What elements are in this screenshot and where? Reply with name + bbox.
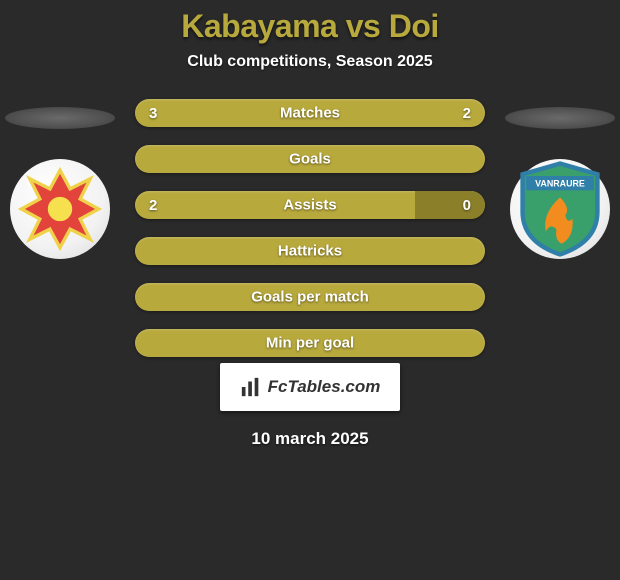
bar-label: Hattricks [278, 243, 342, 260]
team-badge-right: VANRAURE [510, 159, 610, 259]
footer-date: 10 march 2025 [251, 429, 368, 449]
bar-right-value: 2 [463, 105, 471, 122]
stat-bar: 3 Matches 2 [135, 99, 485, 127]
bar-label: Assists [283, 197, 336, 214]
shield-icon: VANRAURE [515, 160, 605, 258]
left-side-col [5, 99, 115, 259]
shadow-ellipse-right [505, 107, 615, 129]
bar-fill-right [415, 191, 485, 219]
stat-bar: Min per goal [135, 329, 485, 357]
shadow-ellipse-left [5, 107, 115, 129]
vs-text: vs [346, 8, 381, 44]
stat-bar: 2 Assists 0 [135, 191, 485, 219]
bar-right-value: 0 [463, 197, 471, 214]
octagram-icon [18, 167, 102, 251]
stat-bars: 3 Matches 2 Goals 2 Assists 0 Hattricks Goals pe… [135, 99, 485, 357]
badge-banner-text: VANRAURE [535, 179, 585, 189]
stat-bar: Hattricks [135, 237, 485, 265]
main-row: 3 Matches 2 Goals 2 Assists 0 Hattricks Goals pe… [0, 99, 620, 357]
player1-name: Kabayama [181, 8, 337, 44]
infographic-container: Kabayama vs Doi Club competitions, Seaso… [0, 0, 620, 580]
bar-left-value: 3 [149, 105, 157, 122]
bar-label: Min per goal [266, 335, 354, 352]
brand-logo-box: FcTables.com [220, 363, 400, 411]
bar-left-value: 2 [149, 197, 157, 214]
stat-bar: Goals per match [135, 283, 485, 311]
subtitle: Club competitions, Season 2025 [187, 53, 432, 71]
player2-name: Doi [389, 8, 439, 44]
bar-label: Goals per match [251, 289, 369, 306]
brand-text: FcTables.com [268, 377, 381, 397]
bar-label: Matches [280, 105, 340, 122]
right-side-col: VANRAURE [505, 99, 615, 259]
team-badge-left [10, 159, 110, 259]
stat-bar: Goals [135, 145, 485, 173]
page-title: Kabayama vs Doi [181, 8, 439, 45]
bar-label: Goals [289, 151, 331, 168]
chart-bars-icon [240, 376, 262, 398]
